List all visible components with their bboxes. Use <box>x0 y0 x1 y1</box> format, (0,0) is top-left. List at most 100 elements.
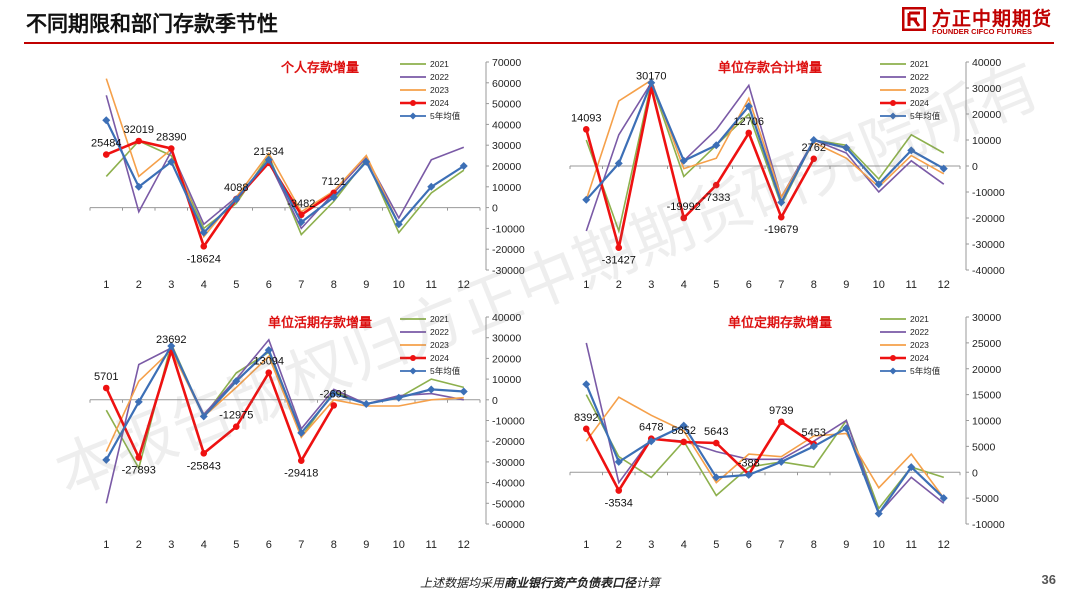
legend-label: 5年均值 <box>910 111 941 121</box>
point-2024 <box>297 211 305 219</box>
chart-svg: 单位定期存款增量 -10000 -5000 0 5000 10000 15000 20000 2… <box>569 312 1005 551</box>
legend-label: 2023 <box>910 340 929 350</box>
point-avg <box>679 421 688 430</box>
series-line-2024 <box>585 87 815 249</box>
x-tick-label: 6 <box>746 539 752 551</box>
y-tick-label: 60000 <box>492 78 521 90</box>
point-avg <box>459 387 468 396</box>
legend-marker-avg <box>409 367 417 375</box>
x-tick-label: 9 <box>843 539 849 551</box>
legend-marker-2024 <box>410 100 416 106</box>
y-tick-label: -50000 <box>492 498 525 510</box>
x-tick-label: 11 <box>426 539 437 551</box>
point-2024 <box>680 438 688 446</box>
data-label-2024: 14093 <box>571 112 602 124</box>
series-line-2022 <box>585 81 945 232</box>
y-tick-label: -40000 <box>492 478 525 490</box>
point-avg <box>679 156 688 165</box>
x-tick-label: 8 <box>331 279 337 291</box>
point-2024 <box>167 145 175 152</box>
x-tick-label: 12 <box>458 539 470 551</box>
series-line-2021 <box>585 79 945 234</box>
y-tick-label: 25000 <box>972 338 1001 350</box>
y-tick-label: -60000 <box>492 519 525 531</box>
legend-label: 2021 <box>430 314 449 324</box>
point-2024 <box>582 126 590 133</box>
data-label-2024: -19679 <box>764 224 798 236</box>
x-tick-label: 6 <box>266 279 272 291</box>
x-tick-label: 7 <box>298 279 304 291</box>
x-tick-label: 11 <box>906 279 917 291</box>
data-label-2024: 2762 <box>802 142 826 154</box>
series-line-2023 <box>585 78 945 201</box>
point-avg <box>329 389 338 398</box>
y-tick-label: 10000 <box>492 374 521 386</box>
point-avg <box>232 377 241 386</box>
legend-marker-2024 <box>890 100 896 106</box>
point-2024 <box>615 487 623 494</box>
data-label-2024: 5643 <box>704 426 728 438</box>
point-2024 <box>200 449 208 457</box>
data-label-2024: -7333 <box>702 192 730 204</box>
point-avg <box>102 455 111 464</box>
chart-svg: 个人存款增量 -30000 -20000 -10000 0 10000 20000 30000… <box>89 57 525 291</box>
y-tick-label: 30000 <box>972 83 1001 95</box>
point-avg <box>939 164 948 173</box>
series-line-2023 <box>585 396 945 499</box>
y-tick-label: 30000 <box>492 333 521 345</box>
series-line-2024 <box>105 346 335 464</box>
y-tick-label: -30000 <box>972 239 1005 251</box>
point-avg <box>232 195 241 204</box>
data-label-2024: 28390 <box>156 132 187 144</box>
legend-marker-avg <box>889 112 897 120</box>
series-line-avg <box>105 119 465 235</box>
x-tick-label: 3 <box>168 279 174 291</box>
x-tick-label: 5 <box>713 539 719 551</box>
series-line-2022 <box>105 95 465 230</box>
data-label-2024: 25484 <box>91 138 122 150</box>
x-tick-label: 11 <box>906 539 917 551</box>
legend-label: 2021 <box>910 314 929 324</box>
point-2024 <box>680 214 688 222</box>
point-2024 <box>330 402 338 409</box>
point-avg <box>102 116 111 125</box>
y-tick-label: 10000 <box>492 182 521 194</box>
footer-suffix: 计算 <box>636 576 661 590</box>
data-label-2024: -388 <box>738 457 760 469</box>
chart-title: 单位活期存款增量 <box>268 315 372 331</box>
header-divider <box>24 42 1054 44</box>
point-avg <box>712 141 721 150</box>
legend-label: 2022 <box>430 72 449 82</box>
y-tick-label: -30000 <box>492 457 525 469</box>
x-tick-label: 12 <box>458 279 470 291</box>
y-tick-label: 70000 <box>492 57 521 69</box>
data-label-2024: 13094 <box>253 356 284 368</box>
x-tick-label: 1 <box>583 279 589 291</box>
y-tick-label: 30000 <box>492 140 521 152</box>
point-avg <box>582 380 591 389</box>
chart-title: 单位存款合计增量 <box>718 60 822 76</box>
data-label-2024: 12706 <box>733 116 764 128</box>
y-tick-label: -10000 <box>972 519 1005 531</box>
legend-label: 2024 <box>430 98 449 108</box>
footer-note: 上述数据均采用商业银行资产负债表口径计算 <box>0 574 1080 591</box>
x-tick-label: 5 <box>233 279 239 291</box>
y-tick-label: 40000 <box>972 57 1001 69</box>
point-2024 <box>102 151 110 158</box>
data-label-2024: 5453 <box>802 427 826 439</box>
x-tick-label: 3 <box>648 539 654 551</box>
page-title: 不同期限和部门存款季节性 <box>26 12 278 36</box>
point-avg <box>427 385 436 394</box>
point-avg <box>939 494 948 503</box>
chart-title: 个人存款增量 <box>280 60 359 76</box>
series-line-2024 <box>105 139 335 250</box>
x-tick-label: 10 <box>873 279 885 291</box>
y-tick-label: -5000 <box>972 493 999 505</box>
y-tick-label: 20000 <box>972 364 1001 376</box>
data-label-2024: -27893 <box>122 465 156 477</box>
y-tick-label: -10000 <box>492 223 525 235</box>
x-tick-label: 12 <box>938 279 950 291</box>
data-label-2024: -29418 <box>284 468 318 480</box>
point-avg <box>842 424 851 433</box>
point-avg <box>264 155 273 164</box>
